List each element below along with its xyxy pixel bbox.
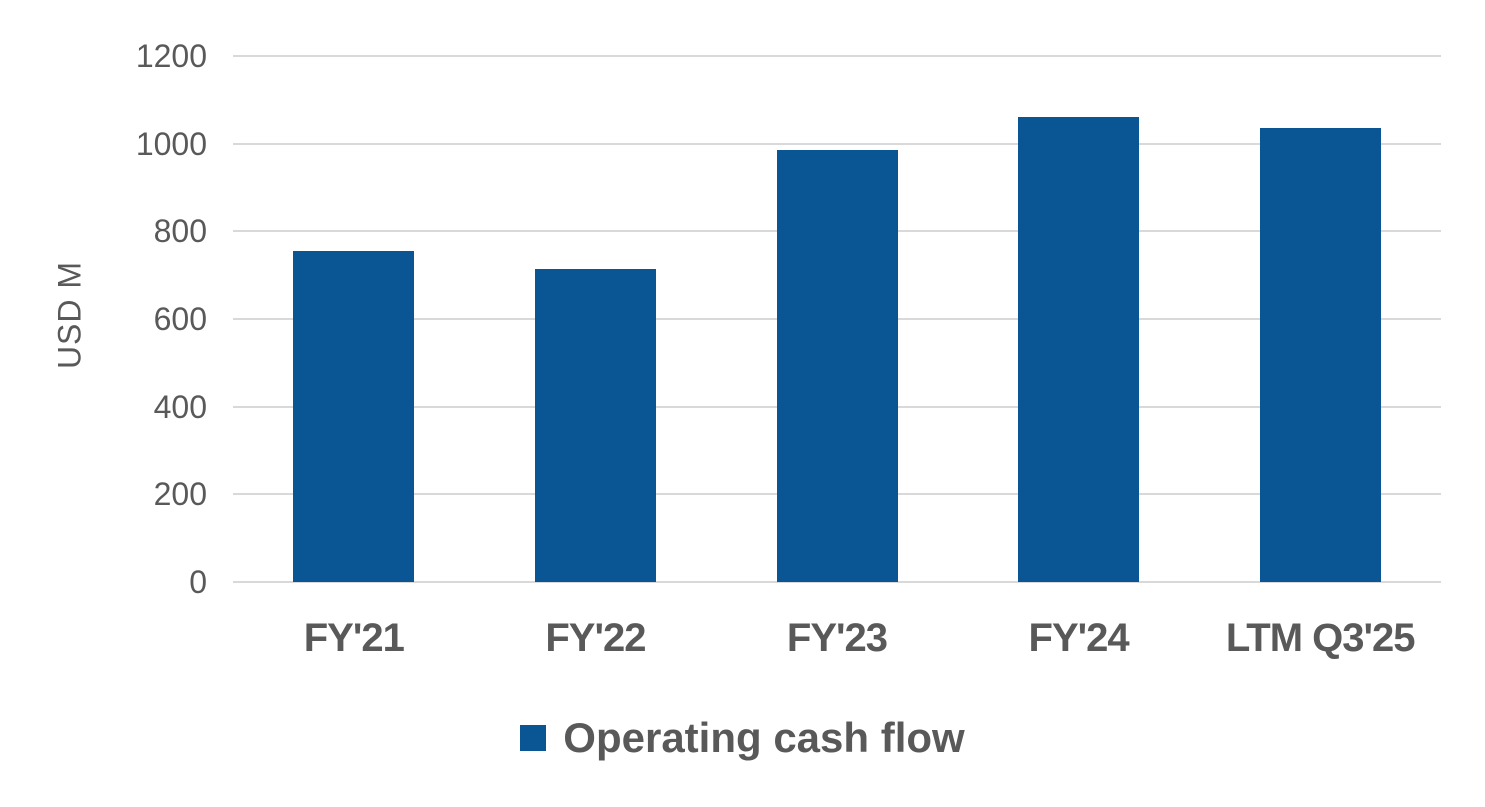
bar-fy-22 bbox=[534, 268, 656, 582]
y-tick-label-0: 0 bbox=[189, 564, 207, 600]
bar-fy-23 bbox=[776, 150, 898, 582]
legend-swatch bbox=[520, 725, 547, 751]
y-tick-label-200: 200 bbox=[153, 476, 207, 513]
gridline-0 bbox=[233, 581, 1441, 583]
x-label-fy-23: FY'23 bbox=[786, 616, 888, 660]
gridline-1200 bbox=[233, 55, 1441, 57]
x-label-fy-21: FY'21 bbox=[303, 616, 405, 660]
x-label-fy-24: FY'24 bbox=[1028, 616, 1130, 660]
bar-ltm-q3-25 bbox=[1259, 128, 1381, 582]
legend-label: Operating cash flow bbox=[563, 714, 965, 761]
y-tick-label-400: 400 bbox=[153, 388, 207, 425]
x-label-ltm-q3-25: LTM Q3'25 bbox=[1225, 616, 1416, 660]
x-label-fy-22: FY'22 bbox=[545, 616, 646, 660]
bar-fy-24 bbox=[1018, 117, 1140, 582]
bar-fy-21 bbox=[293, 251, 415, 582]
y-tick-label-600: 600 bbox=[153, 301, 207, 337]
legend: Operating cash flow bbox=[0, 712, 1485, 764]
gridline-1000 bbox=[233, 142, 1441, 145]
y-tick-label-1000: 1000 bbox=[135, 125, 207, 162]
y-tick-label-1200: 1200 bbox=[135, 38, 207, 74]
y-tick-label-800: 800 bbox=[153, 213, 207, 250]
